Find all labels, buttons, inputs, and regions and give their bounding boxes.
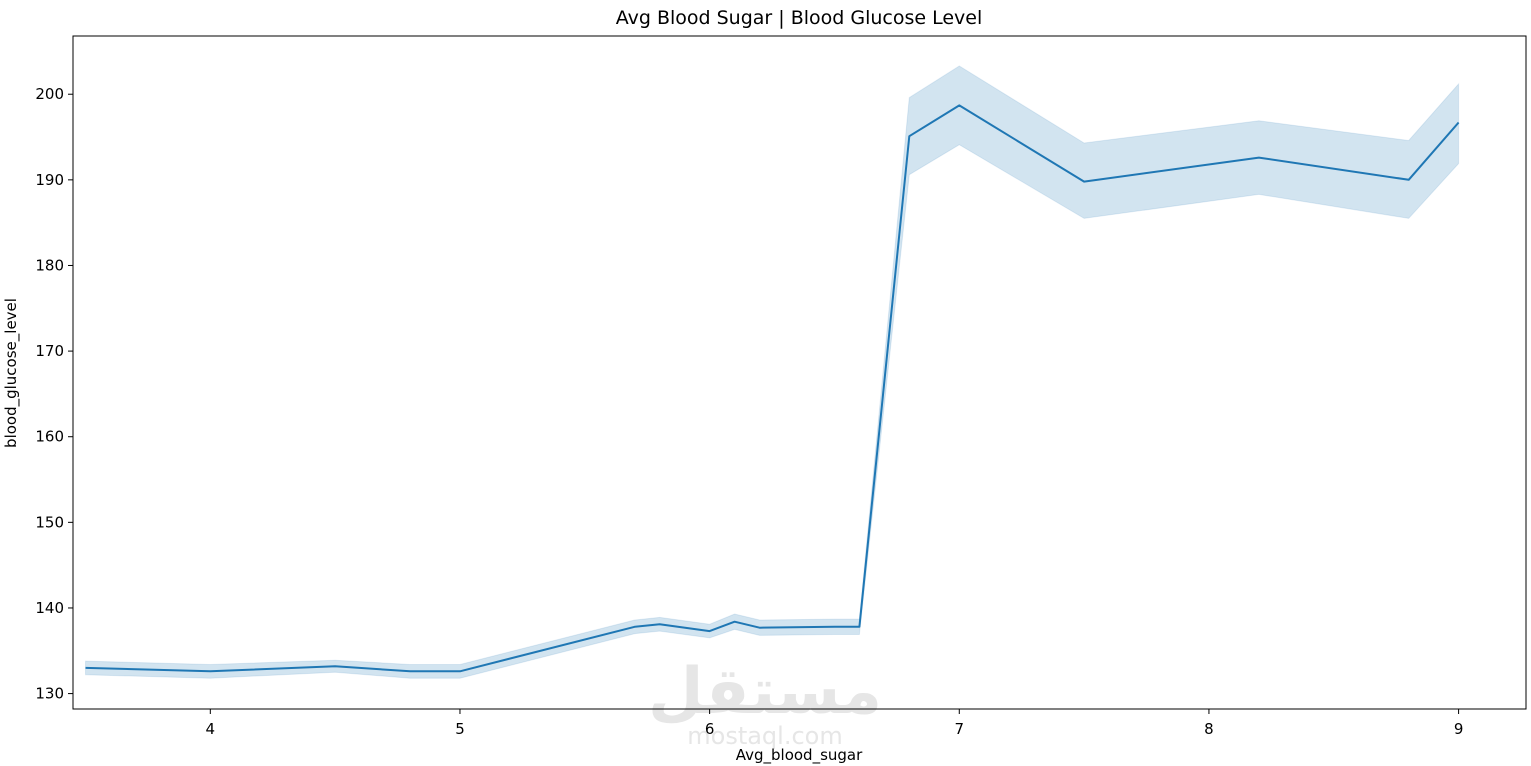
y-tick-label: 200: [35, 85, 64, 103]
chart-title: Avg Blood Sugar | Blood Glucose Level: [616, 7, 983, 29]
y-tick-label: 180: [35, 256, 64, 274]
x-tick-label: 6: [705, 720, 715, 738]
y-tick-label: 160: [35, 428, 64, 446]
series-line: [85, 104, 1460, 673]
x-tick-label: 9: [1454, 720, 1464, 738]
x-axis: 4 5 6 7 8 9: [206, 709, 1464, 738]
y-axis-label: blood_glucose_level: [2, 298, 21, 448]
y-tick-label: 130: [35, 685, 64, 703]
watermark-latin: mostaql.com: [687, 722, 842, 750]
x-tick-label: 5: [455, 720, 465, 738]
y-axis: 130 140 150 160 170 180 190 200: [35, 85, 73, 703]
x-tick-label: 8: [1204, 720, 1214, 738]
y-tick-label: 140: [35, 599, 64, 617]
y-tick-label: 150: [35, 513, 64, 531]
confidence-band: [85, 65, 1460, 679]
watermark: مستقل mostaql.com: [648, 655, 882, 750]
x-tick-label: 7: [955, 720, 965, 738]
plot-frame: [72, 35, 1527, 710]
y-tick-label: 190: [35, 171, 64, 189]
y-tick-label: 170: [35, 342, 64, 360]
x-axis-label: Avg_blood_sugar: [736, 746, 863, 765]
x-tick-label: 4: [206, 720, 216, 738]
watermark-arabic: مستقل: [648, 655, 882, 729]
